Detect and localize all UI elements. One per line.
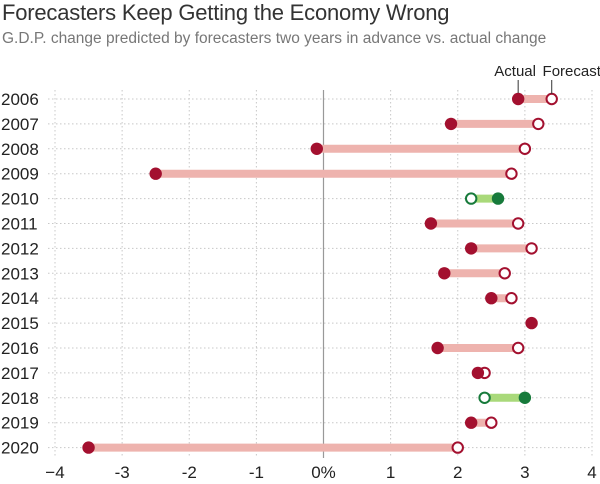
legend-forecast-label: Forecast	[543, 63, 600, 80]
actual-point	[464, 416, 478, 429]
year-label: 2011	[1, 215, 38, 234]
actual-point	[518, 391, 532, 404]
year-label: 2012	[1, 239, 39, 258]
year-label: 2009	[1, 165, 39, 184]
actual-point	[438, 267, 451, 280]
x-tick-label: 4	[587, 463, 596, 482]
actual-point	[491, 192, 505, 205]
year-label: 2013	[1, 264, 39, 283]
data-points	[82, 92, 558, 454]
year-label: 2019	[1, 414, 39, 433]
chart-title: Forecasters Keep Getting the Economy Wro…	[2, 0, 450, 25]
actual-point	[485, 292, 498, 305]
x-tick-label: -1	[249, 463, 264, 482]
year-label: 2007	[1, 115, 39, 134]
x-tick-label: 1	[386, 463, 395, 482]
x-tick-label: -2	[182, 463, 197, 482]
forecast-point	[532, 117, 545, 131]
year-label: 2008	[1, 140, 39, 159]
year-label: 2015	[1, 314, 39, 333]
legend: Actual Forecast	[494, 63, 600, 94]
year-label: 2018	[1, 389, 39, 408]
actual-point	[525, 316, 538, 330]
year-label: 2014	[1, 289, 39, 308]
forecast-point	[511, 217, 525, 230]
range-bars	[88, 95, 552, 452]
x-tick-label: −4	[45, 463, 64, 482]
x-tick-label: 0%	[311, 463, 336, 482]
year-label: 2020	[1, 439, 39, 458]
year-labels: 2006 2007 2008 2009 2010 2011 2012 2013 2014 2015…	[1, 90, 39, 458]
year-label: 2006	[1, 90, 39, 109]
legend-actual-label: Actual	[494, 63, 536, 80]
x-tick-label: -3	[115, 463, 130, 482]
forecast-point	[478, 391, 491, 404]
actual-point	[464, 242, 478, 255]
chart-subtitle: G.D.P. change predicted by forecasters t…	[2, 30, 547, 47]
x-tick-label: 2	[453, 463, 462, 482]
actual-point	[424, 217, 438, 230]
actual-point	[444, 117, 458, 131]
actual-point	[431, 341, 444, 355]
forecast-point	[511, 341, 525, 355]
forecast-point	[505, 167, 518, 180]
forecast-point	[525, 242, 538, 255]
actual-point	[310, 142, 323, 155]
forecast-point	[485, 416, 498, 429]
forecast-point	[451, 441, 464, 454]
x-tick-label: 3	[520, 463, 529, 482]
forecast-point	[505, 292, 518, 305]
year-label: 2016	[1, 339, 39, 358]
actual-point	[511, 92, 525, 106]
x-axis-labels: −4 -3 -2 -1 0% 1 2 3 4	[45, 463, 596, 482]
year-label: 2010	[1, 190, 39, 209]
actual-point	[149, 167, 162, 180]
actual-point	[471, 366, 485, 380]
actual-point	[82, 441, 95, 454]
forecast-point	[464, 192, 478, 205]
forecast-point	[545, 92, 558, 106]
year-label: 2017	[1, 364, 39, 383]
forecast-point	[518, 142, 532, 156]
forecast-point	[498, 267, 511, 280]
